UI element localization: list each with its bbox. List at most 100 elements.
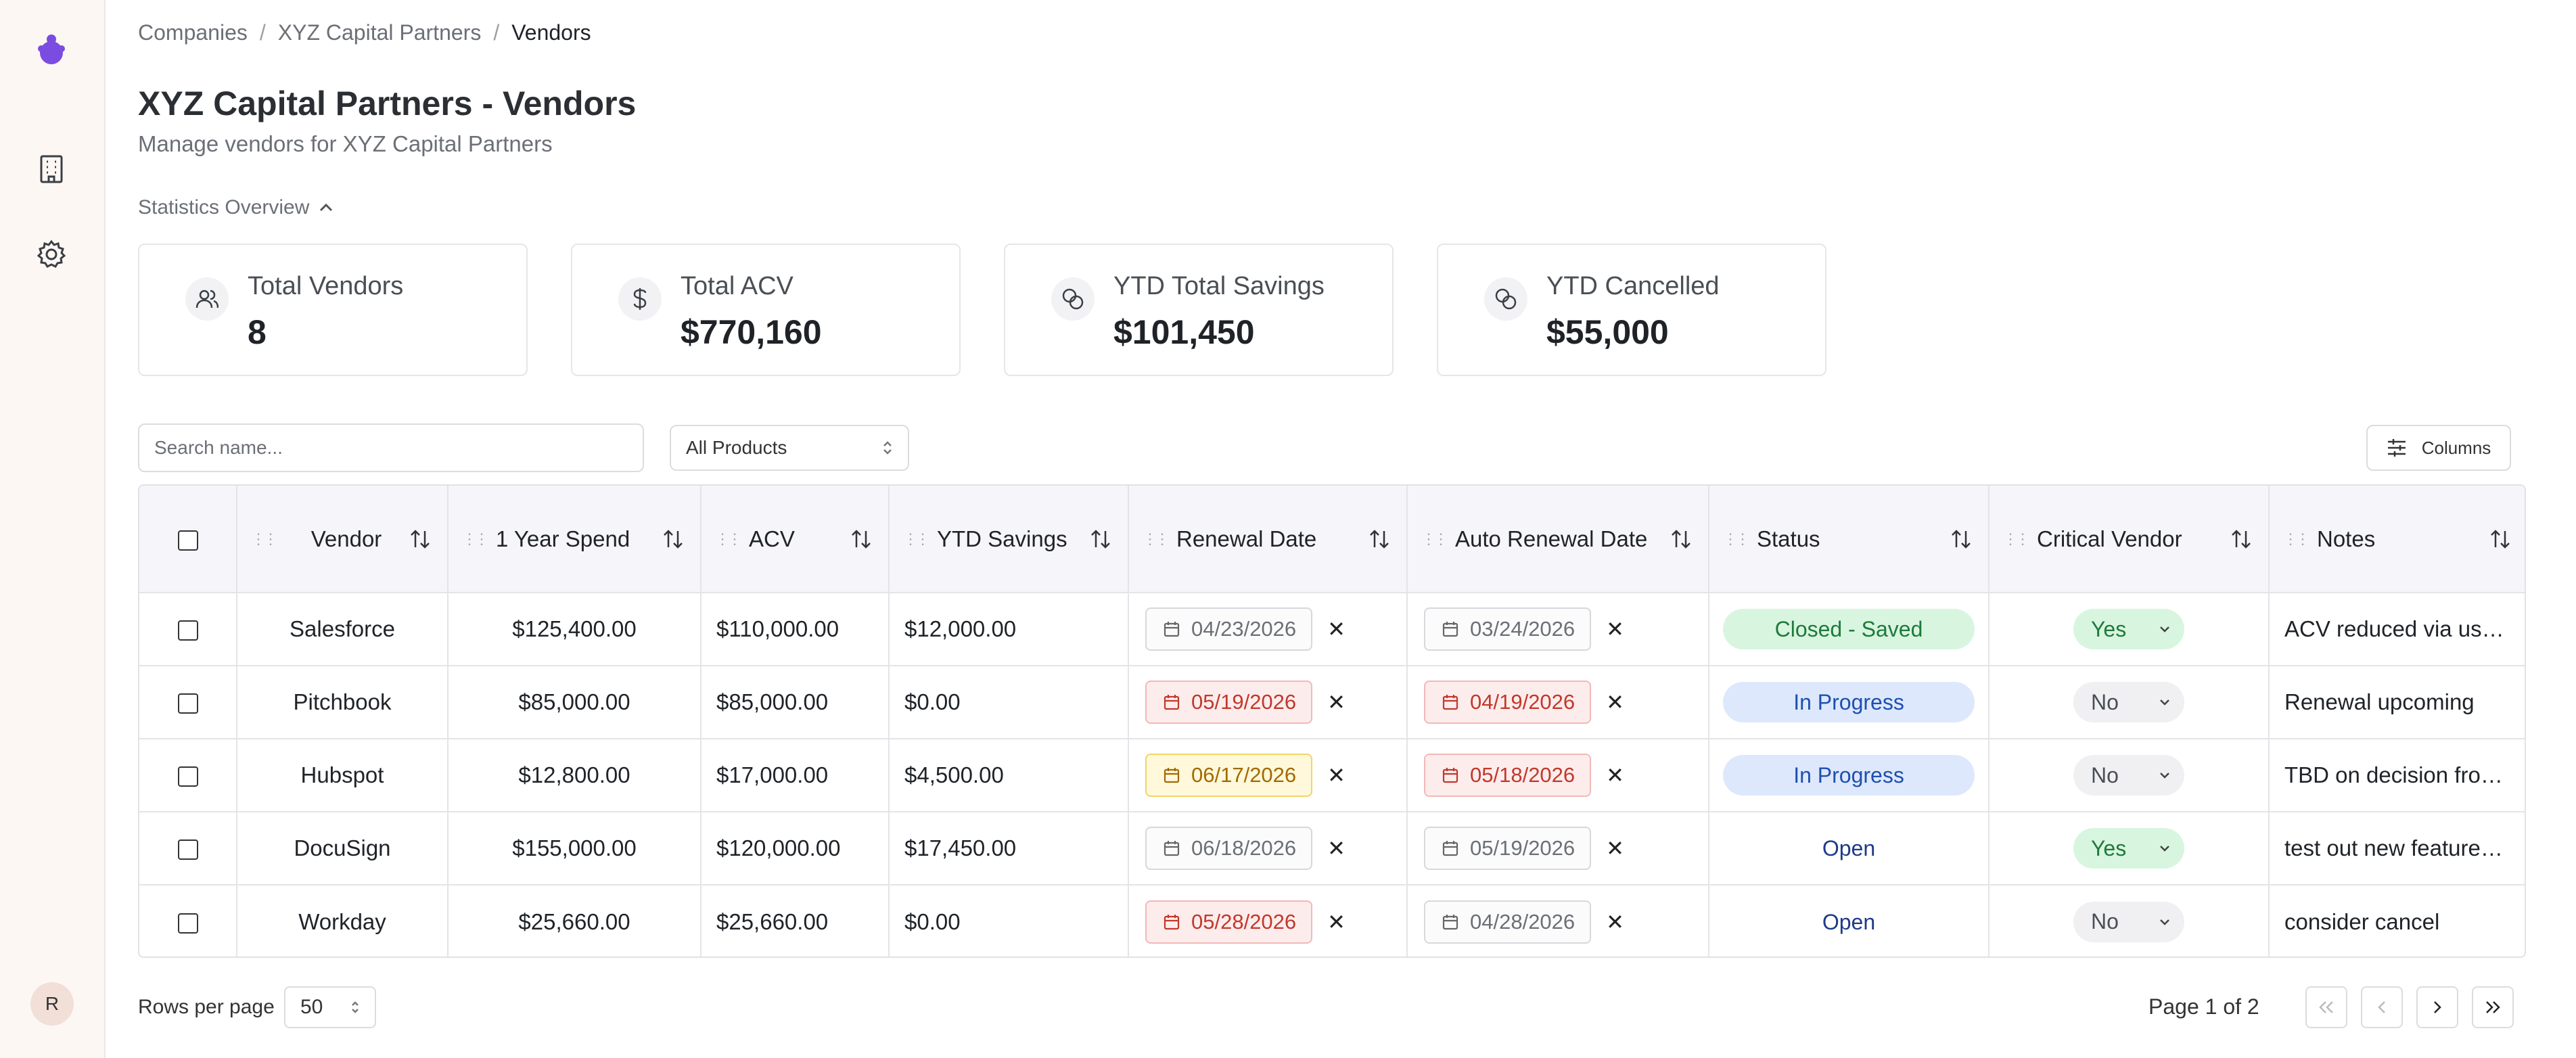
row-checkbox[interactable] (177, 766, 198, 787)
row-select-cell[interactable] (139, 739, 237, 812)
column-header-status[interactable]: ⋮⋮ Status (1709, 486, 1990, 593)
last-page-button[interactable] (2472, 986, 2514, 1028)
row-checkbox[interactable] (177, 620, 198, 641)
statistics-overview-toggle[interactable]: Statistics Overview (138, 196, 334, 219)
table-row[interactable]: DocuSign $155,000.00 $120,000.00 $17,450.00… (139, 812, 2525, 886)
sort-icon[interactable] (408, 527, 432, 551)
status-badge[interactable]: Closed - Saved (1723, 609, 1975, 649)
auto-renewal-date-picker[interactable]: 03/24/2026 (1424, 607, 1592, 651)
drag-handle-icon[interactable]: ⋮⋮ (251, 530, 278, 547)
column-header-auto-renewal-date[interactable]: ⋮⋮ Auto Renewal Date (1407, 486, 1709, 593)
product-filter-select[interactable]: All Products (670, 425, 909, 471)
vendor-cell[interactable]: Hubspot (237, 739, 448, 812)
vendor-cell[interactable]: DocuSign (237, 812, 448, 886)
critical-vendor-select[interactable]: No (2073, 682, 2184, 722)
sort-icon[interactable] (1669, 527, 1693, 551)
status-badge[interactable]: In Progress (1723, 755, 1975, 796)
column-header-acv[interactable]: ⋮⋮ ACV (701, 486, 890, 593)
sort-icon[interactable] (1949, 527, 1973, 551)
vendor-cell[interactable]: Workday (237, 885, 448, 957)
drag-handle-icon[interactable]: ⋮⋮ (1143, 530, 1170, 547)
column-header-notes[interactable]: ⋮⋮ Notes (2269, 486, 2525, 593)
renewal-date-picker[interactable]: 05/19/2026 (1145, 681, 1313, 724)
app-logo-icon[interactable] (32, 30, 70, 68)
notes-cell[interactable]: test out new features ... (2269, 812, 2525, 886)
row-checkbox[interactable] (177, 840, 198, 860)
row-checkbox[interactable] (177, 913, 198, 934)
column-header-1-year-spend[interactable]: ⋮⋮ 1 Year Spend (448, 486, 702, 593)
clear-auto-renewal-date-icon[interactable]: ✕ (1606, 836, 1624, 860)
clear-renewal-date-icon[interactable]: ✕ (1327, 617, 1346, 641)
table-row[interactable]: Hubspot $12,800.00 $17,000.00 $4,500.00 06/1… (139, 739, 2525, 812)
drag-handle-icon[interactable]: ⋮⋮ (1421, 530, 1448, 547)
drag-handle-icon[interactable]: ⋮⋮ (1723, 530, 1750, 547)
critical-vendor-select[interactable]: Yes (2073, 828, 2184, 869)
column-header-critical-vendor[interactable]: ⋮⋮ Critical Vendor (1989, 486, 2270, 593)
sort-icon[interactable] (2229, 527, 2253, 551)
columns-button[interactable]: Columns (2366, 425, 2511, 471)
vendor-cell[interactable]: Pitchbook (237, 666, 448, 739)
column-header-renewal-date[interactable]: ⋮⋮ Renewal Date (1128, 486, 1408, 593)
critical-vendor-select[interactable]: Yes (2073, 609, 2184, 649)
drag-handle-icon[interactable]: ⋮⋮ (2003, 530, 2030, 547)
sort-icon[interactable] (2488, 527, 2512, 551)
clear-auto-renewal-date-icon[interactable]: ✕ (1606, 909, 1624, 934)
previous-page-button[interactable] (2361, 986, 2403, 1028)
clear-renewal-date-icon[interactable]: ✕ (1327, 690, 1346, 714)
auto-renewal-date-picker[interactable]: 05/19/2026 (1424, 827, 1592, 870)
search-input[interactable] (138, 423, 644, 472)
next-page-button[interactable] (2416, 986, 2458, 1028)
clear-renewal-date-icon[interactable]: ✕ (1327, 763, 1346, 787)
sort-icon[interactable] (661, 527, 685, 551)
table-row[interactable]: Pitchbook $85,000.00 $85,000.00 $0.00 05/19/… (139, 666, 2525, 739)
rows-per-page-select[interactable]: 50 (284, 986, 376, 1028)
row-select-cell[interactable] (139, 666, 237, 739)
clear-auto-renewal-date-icon[interactable]: ✕ (1606, 763, 1624, 787)
select-all-checkbox[interactable] (177, 530, 198, 551)
first-page-button[interactable] (2305, 986, 2347, 1028)
building-icon[interactable] (32, 150, 70, 188)
critical-vendor-select[interactable]: No (2073, 755, 2184, 796)
clear-renewal-date-icon[interactable]: ✕ (1327, 909, 1346, 934)
table-row[interactable]: Salesforce $125,400.00 $110,000.00 $12,000.… (139, 593, 2525, 666)
renewal-date-picker[interactable]: 06/18/2026 (1145, 827, 1313, 870)
status-badge[interactable]: In Progress (1723, 682, 1975, 722)
auto-renewal-date-picker[interactable]: 04/28/2026 (1424, 900, 1592, 944)
gear-icon[interactable] (32, 235, 70, 273)
table-row[interactable]: Workday $25,660.00 $25,660.00 $0.00 05/28/20… (139, 885, 2525, 957)
sort-icon[interactable] (1367, 527, 1392, 551)
drag-handle-icon[interactable]: ⋮⋮ (715, 530, 742, 547)
column-header-ytd-savings[interactable]: ⋮⋮ YTD Savings (889, 486, 1129, 593)
drag-handle-icon[interactable]: ⋮⋮ (2283, 530, 2310, 547)
clear-renewal-date-icon[interactable]: ✕ (1327, 836, 1346, 860)
critical-vendor-select[interactable]: No (2073, 901, 2184, 942)
notes-cell[interactable]: consider cancel (2284, 908, 2440, 934)
chevron-up-down-icon (352, 1001, 359, 1013)
notes-cell[interactable]: TBD on decision from... (2269, 739, 2525, 812)
row-checkbox[interactable] (177, 693, 198, 714)
notes-cell[interactable]: ACV reduced via user... (2269, 593, 2525, 666)
notes-cell[interactable]: Renewal upcoming (2269, 666, 2525, 739)
sort-icon[interactable] (1088, 527, 1113, 551)
drag-handle-icon[interactable]: ⋮⋮ (462, 530, 489, 547)
sort-icon[interactable] (849, 527, 873, 551)
row-select-cell[interactable] (139, 593, 237, 666)
auto-renewal-date-picker[interactable]: 05/18/2026 (1424, 754, 1592, 797)
status-badge[interactable]: Open (1822, 836, 1876, 860)
column-header-vendor[interactable]: ⋮⋮ Vendor (237, 486, 448, 593)
clear-auto-renewal-date-icon[interactable]: ✕ (1606, 690, 1624, 714)
breadcrumb-companies[interactable]: Companies (138, 20, 248, 45)
breadcrumb-company[interactable]: XYZ Capital Partners (277, 20, 482, 45)
row-select-cell[interactable] (139, 885, 237, 957)
user-avatar[interactable]: R (30, 982, 74, 1026)
renewal-date-picker[interactable]: 04/23/2026 (1145, 607, 1313, 651)
drag-handle-icon[interactable]: ⋮⋮ (903, 530, 930, 547)
status-badge[interactable]: Open (1822, 909, 1876, 934)
header-select-all[interactable] (139, 486, 237, 593)
auto-renewal-date-picker[interactable]: 04/19/2026 (1424, 681, 1592, 724)
renewal-date-picker[interactable]: 06/17/2026 (1145, 754, 1313, 797)
renewal-date-picker[interactable]: 05/28/2026 (1145, 900, 1313, 944)
row-select-cell[interactable] (139, 812, 237, 886)
clear-auto-renewal-date-icon[interactable]: ✕ (1606, 617, 1624, 641)
vendor-cell[interactable]: Salesforce (237, 593, 448, 666)
